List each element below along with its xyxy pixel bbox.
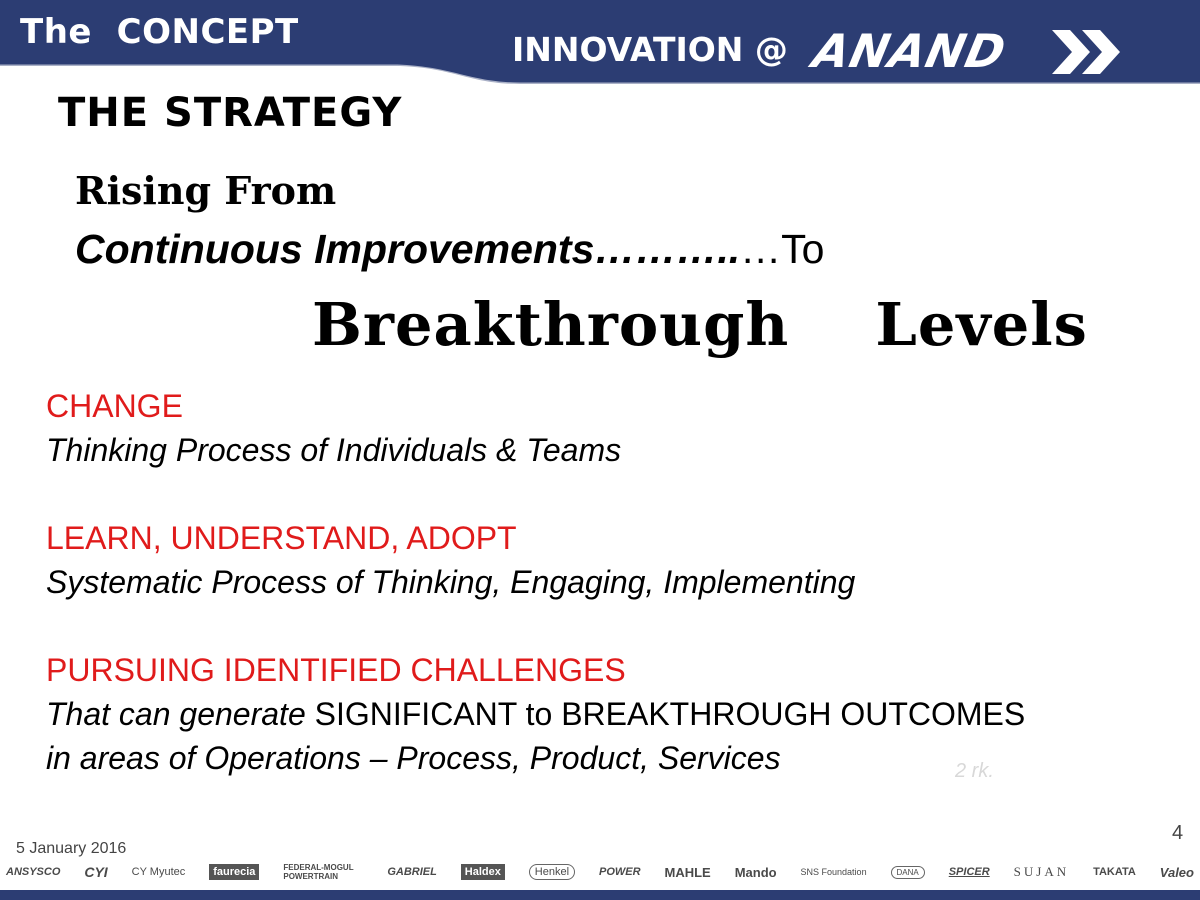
logo-cyi: CYI bbox=[84, 864, 108, 880]
section-title-pursuing: PURSUING IDENTIFIED CHALLENGES bbox=[46, 652, 626, 688]
header-banner bbox=[0, 0, 1200, 86]
sponsor-logos: ANSYSCO CYI CY Myutec faurecia FEDERAL-M… bbox=[0, 858, 1200, 886]
continuous-improvements-line: Continuous Improvements………..…To bbox=[75, 226, 824, 273]
page-number: 4 bbox=[1172, 822, 1184, 844]
logo-spicer: SPICER bbox=[948, 866, 990, 878]
section-body-learn: Systematic Process of Thinking, Engaging… bbox=[46, 564, 856, 600]
dots-bold: ……….. bbox=[594, 226, 741, 272]
logo-sns-foundation: SNS Foundation bbox=[800, 867, 867, 877]
page-heading: THE STRATEGY bbox=[58, 90, 403, 136]
logo-dana: DANA bbox=[890, 865, 925, 879]
brand-logo: ANAND bbox=[808, 24, 1012, 78]
logo-sujan: SUJAN bbox=[1013, 864, 1070, 879]
section-title-change: CHANGE bbox=[46, 388, 183, 424]
faint-mark: 2 rk. bbox=[955, 760, 994, 782]
section-body-change: Thinking Process of Individuals & Teams bbox=[46, 432, 622, 468]
body-part-2: SIGNIFICANT to BREAKTHROUGH OUTCOMES bbox=[305, 696, 1026, 732]
breakthrough-levels-text: Breakthrough Levels bbox=[312, 290, 1088, 359]
section-body-pursuing: That can generate SIGNIFICANT to BREAKTH… bbox=[46, 692, 1046, 780]
logo-gabriel: GABRIEL bbox=[387, 866, 437, 878]
body-part-1: That can generate bbox=[46, 696, 306, 732]
logo-takata: TAKATA bbox=[1093, 866, 1136, 878]
logo-henkel: Henkel bbox=[528, 864, 576, 880]
section-title: The CONCEPT bbox=[20, 12, 299, 52]
logo-haldex: Haldex bbox=[460, 864, 505, 880]
footer-bar bbox=[0, 890, 1200, 900]
dots-to: …To bbox=[740, 226, 825, 272]
logo-valeo: Valeo bbox=[1159, 864, 1194, 880]
logo-power: POWER bbox=[599, 866, 641, 878]
logo-mando: Mando bbox=[734, 864, 777, 880]
logo-federal-mogul: FEDERAL-MOGUL POWERTRAIN bbox=[283, 863, 354, 881]
logo-mahle: MAHLE bbox=[664, 864, 711, 880]
section-pursuing: PURSUING IDENTIFIED CHALLENGES That can … bbox=[46, 648, 1046, 780]
section-change: CHANGE Thinking Process of Individuals &… bbox=[46, 384, 621, 472]
logo-faurecia: faurecia bbox=[209, 864, 260, 880]
rising-from-text: Rising From bbox=[75, 168, 337, 213]
footer-date: 5 January 2016 bbox=[16, 840, 127, 857]
section-learn: LEARN, UNDERSTAND, ADOPT Systematic Proc… bbox=[46, 516, 855, 604]
logo-cy-myutec: CY Myutec bbox=[131, 866, 186, 878]
section-title-learn: LEARN, UNDERSTAND, ADOPT bbox=[46, 520, 517, 556]
continuous-text: Continuous Improvements bbox=[75, 226, 595, 272]
body-part-3: in areas of Operations – Process, Produc… bbox=[46, 740, 781, 776]
logo-ansysco: ANSYSCO bbox=[6, 866, 61, 878]
innovation-label: INNOVATION @ bbox=[512, 30, 788, 69]
chevron-right-icon bbox=[1052, 30, 1120, 74]
